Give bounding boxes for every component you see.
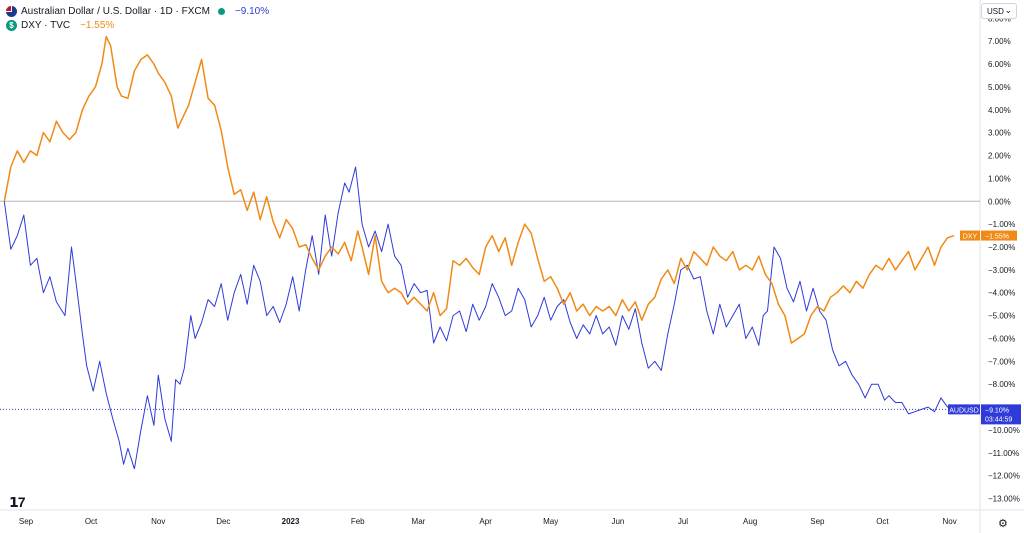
y-tick-label: 7.00% — [988, 37, 1011, 46]
legend-compare[interactable]: $ DXY · TVC −1.55% — [6, 20, 114, 31]
y-tick-label: −12.00% — [988, 472, 1020, 481]
x-tick-label: Oct — [85, 517, 98, 526]
y-tick-label: 0.00% — [988, 197, 1011, 206]
last-value-label: −1.55% — [985, 234, 1009, 241]
x-tick-label: Nov — [151, 517, 165, 526]
y-tick-label: 5.00% — [988, 83, 1011, 92]
last-value-badge-dxy: −1.55% — [981, 230, 1017, 241]
legend-compare-symbol: DXY · TVC — [21, 20, 71, 31]
aud-flag-icon — [6, 6, 17, 17]
x-tick-label: Sep — [19, 517, 34, 526]
gear-icon[interactable]: ⚙ — [998, 518, 1008, 530]
y-tick-label: 6.00% — [988, 60, 1011, 69]
tradingview-logo-icon[interactable]: 𝟭7 — [9, 494, 26, 510]
countdown-label: 03:44:59 — [985, 416, 1012, 423]
series-tag-audusd: AUDUSD — [948, 404, 980, 415]
market-status-icon — [217, 8, 225, 15]
y-tick-label: −1.00% — [988, 220, 1015, 229]
currency-select[interactable]: USD — [981, 2, 1017, 19]
legend-main-symbol: Australian Dollar / U.S. Dollar · 1D · F… — [21, 6, 210, 17]
y-tick-label: −2.00% — [988, 243, 1015, 252]
x-tick-label: Sep — [810, 517, 825, 526]
y-tick-label: 2.00% — [988, 152, 1011, 161]
x-tick-label: Nov — [943, 517, 957, 526]
y-tick-label: −6.00% — [988, 334, 1015, 343]
y-tick-label: −10.00% — [988, 426, 1020, 435]
x-tick-label: Aug — [743, 517, 757, 526]
y-tick-label: 3.00% — [988, 129, 1011, 138]
y-tick-label: 1.00% — [988, 174, 1011, 183]
y-tick-label: −13.00% — [988, 495, 1020, 504]
y-tick-label: −7.00% — [988, 357, 1015, 366]
legend-main-change: −9.10% — [234, 6, 270, 17]
x-tick-label: Jul — [678, 517, 688, 526]
y-tick-label: −4.00% — [988, 289, 1015, 298]
series-tag-dxy: DXY — [960, 230, 980, 241]
last-value-badge-audusd: −9.10% 03:44:59 — [981, 404, 1021, 425]
plot-area[interactable] — [0, 0, 980, 510]
x-tick-label: Feb — [351, 517, 365, 526]
y-tick-label: 4.00% — [988, 106, 1011, 115]
series-line-audusd[interactable] — [3, 166, 959, 470]
dollar-index-icon: $ — [6, 20, 17, 31]
x-tick-label: Oct — [876, 517, 889, 526]
x-tick-label: May — [543, 517, 558, 526]
x-tick-label: Dec — [216, 517, 230, 526]
y-tick-label: −3.00% — [988, 266, 1015, 275]
legend-main[interactable]: Australian Dollar / U.S. Dollar · 1D · F… — [6, 6, 269, 17]
x-tick-label: 2023 — [282, 517, 300, 526]
series-tag-name: AUDUSD — [949, 407, 979, 414]
y-tick-label: −11.00% — [988, 449, 1019, 458]
x-tick-label: Apr — [479, 517, 492, 526]
y-tick-label: −5.00% — [988, 312, 1015, 321]
x-tick-label: Mar — [412, 517, 426, 526]
series-tag-name: DXY — [963, 234, 978, 241]
last-value-label: −9.10% — [985, 407, 1009, 414]
legend-compare-change: −1.55% — [80, 20, 115, 31]
y-tick-label: −8.00% — [988, 380, 1015, 389]
series-line-dxy[interactable] — [3, 35, 955, 344]
x-tick-label: Jun — [611, 517, 624, 526]
